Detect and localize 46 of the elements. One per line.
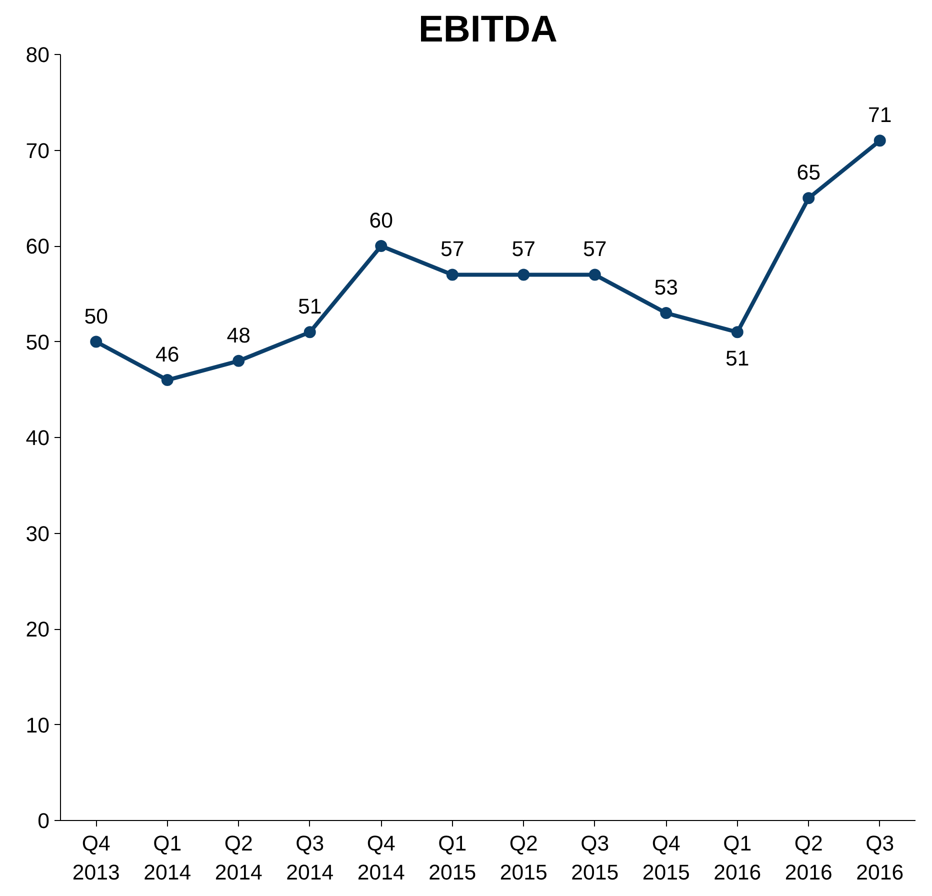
point [518,268,530,281]
data-label: 65 [796,160,820,185]
y-tick-label: 30 [26,522,50,546]
x-tick-label: Q1 2014 [144,832,192,884]
y-tick-label: 80 [26,43,50,67]
x-tick-label: Q1 2016 [714,832,762,884]
point [802,192,815,204]
x-tick-label: Q4 2013 [72,832,120,884]
point [731,326,744,338]
x-tick-label: Q2 2014 [214,832,262,884]
point [660,307,672,320]
x-tick-label: Q2 2016 [784,832,832,884]
point [161,374,174,386]
point [232,354,245,367]
data-label: 51 [726,346,750,371]
data-label: 50 [84,304,108,328]
x-tick-label: Q4 2015 [642,832,690,884]
data-label: 57 [440,237,464,262]
point [90,336,102,348]
y-tick-label: 20 [26,618,50,642]
y-tick-label: 40 [26,426,50,450]
x-tick-label: Q3 2016 [856,832,904,884]
data-label: 57 [583,237,607,262]
point [375,240,388,252]
y-tick-label: 50 [26,330,50,354]
point [874,134,886,147]
y-tick-label: 70 [26,138,50,163]
x-tick-label: Q4 2014 [357,832,405,884]
data-label: 60 [369,208,394,232]
chart-title: EBITDA [418,8,558,50]
point [304,326,316,338]
data-label: 46 [156,342,180,367]
data-label: 53 [654,276,678,300]
x-tick-label: Q3 2015 [571,832,619,884]
point [446,268,458,281]
data-label: 51 [298,294,322,319]
x-tick-label: Q1 2015 [428,832,476,884]
point [588,268,601,281]
data-label: 57 [512,237,536,262]
data-label: 71 [868,103,892,128]
y-tick-label: 10 [26,713,50,738]
y-tick-label: 60 [26,234,50,258]
y-tick-label: 0 [38,809,50,833]
x-tick-label: Q2 2015 [500,832,548,884]
data-label: 48 [226,323,250,348]
x-tick-label: Q3 2014 [286,832,334,884]
